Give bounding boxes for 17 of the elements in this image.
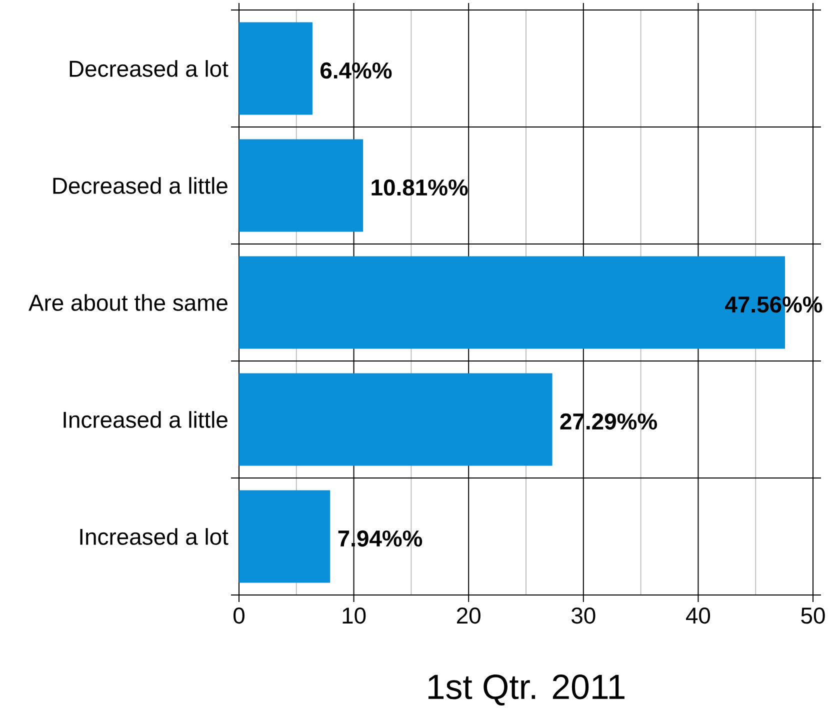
y-tick-label: Increased a lot — [80, 528, 228, 545]
x-axis-title: 1st Qtr. 2011 — [428, 674, 624, 706]
bar — [239, 22, 312, 115]
bar — [239, 490, 330, 583]
bar — [239, 373, 552, 466]
y-tick-label: Decreased a lot — [70, 60, 228, 77]
x-tick-label: 50 — [801, 608, 825, 624]
bar — [239, 139, 364, 232]
x-tick-label: 30 — [572, 608, 596, 624]
y-tick-label: Are about the same — [28, 294, 228, 311]
x-tick-label: 40 — [686, 608, 710, 624]
data-label: 10.81%% — [372, 179, 468, 196]
x-tick-label: 20 — [457, 608, 480, 624]
y-tick-label: Decreased a little — [53, 177, 228, 194]
x-tick-label: 10 — [342, 608, 366, 624]
y-tick-label: Increased a little — [64, 411, 228, 428]
x-tick-label: 0 — [234, 608, 244, 624]
